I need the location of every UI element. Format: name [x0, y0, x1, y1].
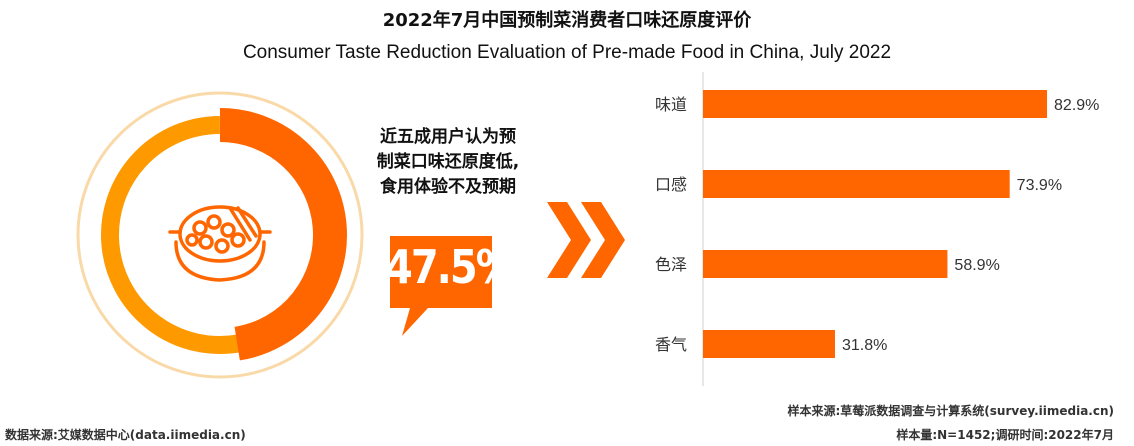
chart-subtitle: Consumer Taste Reduction Evaluation of P… — [242, 42, 892, 63]
callout-line-1: 近五成用户认为预 — [380, 127, 516, 147]
bar-chart: 味道 82.9% 口感 73.9% 色泽 58.9% 香气 31.8% — [655, 72, 1099, 386]
footer-data-source: 数据来源:艾媒数据中心(data.iimedia.cn) — [5, 428, 246, 442]
bar-category-label: 味道 — [655, 95, 687, 114]
donut-chart — [76, 91, 364, 379]
bar-category-label: 色泽 — [655, 255, 687, 274]
bar-value-label: 58.9% — [954, 257, 999, 274]
percent-badge — [390, 236, 492, 336]
bar-category-label: 香气 — [655, 335, 687, 354]
percent-badge-text: 47.5% — [385, 241, 516, 295]
double-chevron-icon — [547, 202, 625, 278]
callout-line-3: 食用体验不及预期 — [380, 177, 516, 197]
bar-category-label: 口感 — [655, 175, 687, 194]
food-pot-icon — [168, 205, 272, 282]
donut-outer-ring — [76, 91, 364, 379]
bar-2 — [703, 250, 948, 278]
bar-value-label: 82.9% — [1054, 97, 1099, 114]
donut-segment-rest — [101, 116, 241, 354]
callout-line-2: 制菜口味还原度低, — [376, 152, 520, 172]
footer-sample-size: 样本量:N=1452;调研时间:2022年7月 — [896, 428, 1114, 442]
bar-value-label: 31.8% — [842, 337, 887, 354]
bar-1 — [703, 170, 1010, 198]
bar-value-label: 73.9% — [1017, 177, 1062, 194]
footer-sample-source: 样本来源:草莓派数据调查与计算系统(survey.iimedia.cn) — [787, 404, 1115, 418]
donut-segment-main — [219, 108, 347, 361]
bar-0 — [703, 90, 1048, 118]
chart-title: 2022年7月中国预制菜消费者口味还原度评价 — [382, 10, 752, 31]
bar-3 — [703, 330, 835, 358]
callout-text: 近五成用户认为预 制菜口味还原度低, 食用体验不及预期 — [348, 125, 548, 200]
